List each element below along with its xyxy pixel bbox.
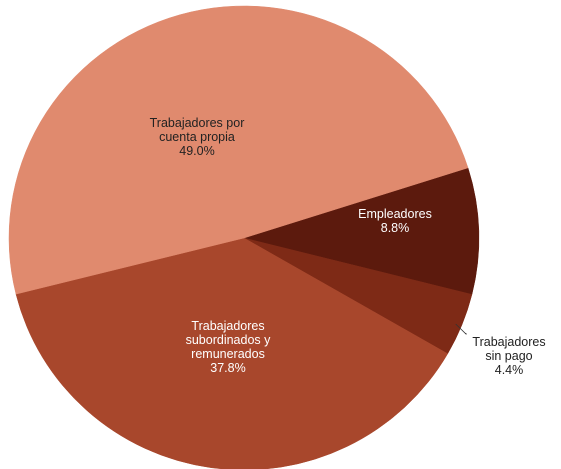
pie-slice-0: [8, 5, 469, 295]
slice-name-label: Empleadores: [358, 207, 432, 221]
slice-name-label: Trabajadores: [472, 335, 545, 349]
slice-name-label: cuenta propia: [159, 130, 235, 144]
leader-line-sin-pago: [455, 323, 467, 335]
pie-slice-1: [243, 167, 480, 295]
slice-name-label: Trabajadores por: [150, 116, 245, 130]
slice-name-label: remunerados: [191, 347, 265, 361]
slice-value-label: 8.8%: [381, 221, 410, 235]
slice-name-label: Trabajadores: [191, 319, 264, 333]
slice-name-label: subordinados y: [186, 333, 272, 347]
slice-value-label: 4.4%: [495, 363, 524, 377]
slice-value-label: 49.0%: [179, 144, 214, 158]
pie-slice-3: [15, 237, 449, 469]
slice-value-label: 37.8%: [210, 361, 245, 375]
slice-name-label: sin pago: [485, 349, 532, 363]
